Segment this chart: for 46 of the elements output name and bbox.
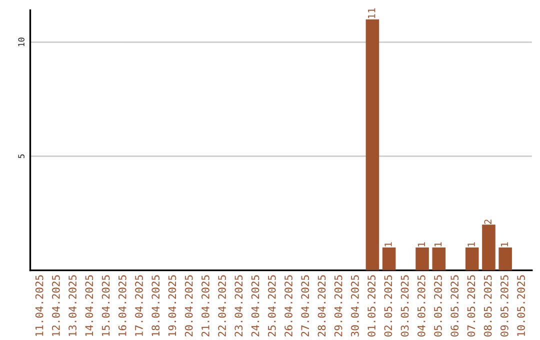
bar	[382, 247, 396, 270]
x-tick-label: 12.04.2025	[52, 275, 60, 336]
x-tick-label: 27.04.2025	[301, 275, 310, 336]
y-tick-label: 10	[18, 38, 24, 46]
data-label: 1	[468, 242, 475, 246]
x-tick-label: 01.05.2025	[368, 275, 376, 336]
x-tick-label: 04.05.2025	[417, 275, 426, 336]
x-tick-label: 10.05.2025	[517, 275, 525, 336]
data-label: 1	[384, 242, 392, 246]
x-tick-label: 26.04.2025	[284, 275, 292, 336]
x-tick-label: 21.04.2025	[201, 275, 210, 336]
data-label: 2	[484, 220, 492, 224]
bar	[498, 247, 512, 270]
x-tick-label: 22.04.2025	[218, 275, 226, 336]
x-tick-label: 23.04.2025	[234, 275, 243, 336]
x-tick-label: 09.05.2025	[500, 275, 508, 336]
x-tick-label: 05.05.2025	[434, 275, 442, 336]
x-tick-label: 08.05.2025	[484, 275, 492, 336]
y-tick-label: 5	[18, 154, 24, 158]
data-label: 11	[368, 8, 376, 18]
x-tick-label: 15.04.2025	[102, 275, 110, 336]
x-tick-label: 11.04.2025	[35, 275, 44, 336]
bar	[432, 247, 446, 270]
bar	[465, 247, 479, 270]
x-tick-label: 19.04.2025	[168, 275, 176, 336]
x-tick-label: 03.05.2025	[400, 275, 409, 336]
data-label: 1	[434, 242, 442, 246]
x-tick-label: 24.04.2025	[251, 275, 260, 336]
data-label: 1	[500, 242, 508, 246]
x-tick-label: 25.04.2025	[268, 275, 276, 336]
x-tick-label: 13.04.2025	[68, 275, 76, 336]
bar	[366, 19, 380, 270]
x-tick-label: 29.04.2025	[334, 275, 342, 336]
x-tick-label: 07.05.2025	[467, 275, 476, 336]
bar	[416, 247, 429, 270]
x-tick-label: 16.04.2025	[118, 275, 126, 336]
x-tick-label: 30.04.2025	[350, 275, 359, 336]
data-label: 1	[418, 242, 425, 246]
x-tick-label: 18.04.2025	[152, 275, 160, 336]
x-tick-label: 28.04.2025	[318, 275, 326, 336]
x-tick-label: 02.05.2025	[384, 275, 392, 336]
bar	[482, 224, 496, 270]
x-tick-label: 06.05.2025	[450, 275, 459, 336]
x-tick-label: 14.04.2025	[85, 275, 94, 336]
x-tick-label: 20.04.2025	[184, 275, 193, 336]
x-tick-label: 17.04.2025	[135, 275, 143, 336]
